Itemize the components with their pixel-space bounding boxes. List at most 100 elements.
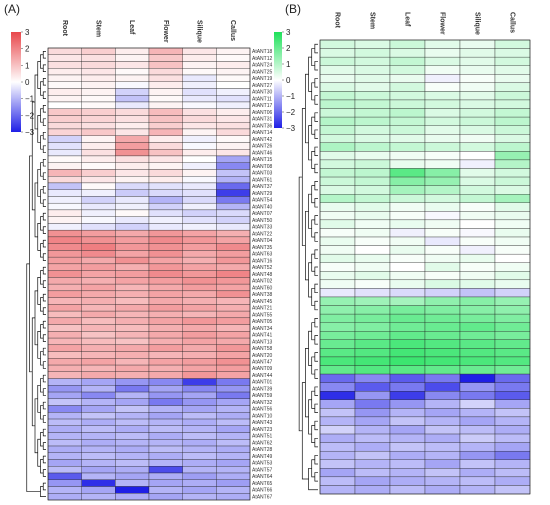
heatmap-a-cell — [148, 128, 183, 136]
heatmap-b-cell — [389, 296, 426, 306]
heatmap-a-cell — [182, 54, 217, 62]
heatmap-b-cell — [494, 408, 531, 418]
heatmap-a-cell — [216, 128, 251, 136]
heatmap-a-row-label: AtANT01 — [252, 380, 273, 386]
heatmap-a-cell — [148, 351, 183, 359]
heatmap-b-cell — [319, 159, 356, 169]
heatmap-a-cell — [148, 135, 183, 143]
heatmap-a-cell — [47, 459, 82, 467]
heatmap-b-cell — [424, 74, 461, 84]
heatmap-a-cell — [81, 398, 116, 406]
heatmap-a-row-label: AtANT66 — [252, 488, 273, 494]
heatmap-a-cell — [81, 290, 116, 298]
heatmap-b-dendrogram-branch — [314, 420, 318, 431]
heatmap-b-cell — [459, 279, 496, 289]
heatmap-a-cell — [148, 412, 183, 420]
heatmap-b-cell — [389, 82, 426, 92]
heatmap-b-cell — [494, 116, 531, 126]
heatmap-a-cell — [115, 223, 150, 231]
heatmap-a-row-label: AtANT60 — [252, 285, 273, 291]
heatmap-b-cell — [424, 194, 461, 203]
heatmap-a-column-label: Flower — [162, 20, 169, 43]
heatmap-a-cell — [47, 68, 82, 76]
heatmap-b-dendrogram-branch — [311, 151, 315, 169]
heatmap-a-cell — [182, 493, 217, 501]
heatmap-a-cell — [216, 182, 251, 190]
heatmap-a-dendrogram-branch — [37, 330, 41, 359]
heatmap-b-cell — [354, 305, 391, 315]
heatmap-a-cell — [148, 466, 183, 474]
heatmap-b-cell — [424, 91, 461, 101]
heatmap-b-cell — [389, 116, 426, 126]
heatmap-a-cell — [47, 74, 82, 82]
heatmap-a-cell — [148, 95, 183, 103]
heatmap-a-cell — [81, 101, 116, 109]
heatmap-a-cell — [115, 101, 150, 109]
heatmap-a-cell — [81, 243, 116, 251]
heatmap-b-cell — [494, 168, 531, 178]
heatmap-a-cell — [115, 418, 150, 426]
heatmap-a-row-label: AtANT36 — [252, 123, 273, 129]
heatmap-b-cell — [319, 433, 356, 443]
heatmap-a-row-label: AtANT23 — [252, 427, 273, 433]
heatmap-b-cell — [354, 459, 391, 469]
heatmap-b-cell — [354, 168, 391, 178]
heatmap-a-cell — [182, 358, 217, 366]
heatmap-b-cell — [354, 339, 391, 349]
heatmap-b-cell — [319, 194, 356, 203]
heatmap-b-cell — [354, 288, 391, 298]
heatmap-b-cell — [459, 48, 496, 58]
heatmap-a-cell — [81, 418, 116, 426]
heatmap-a-cell — [216, 391, 251, 399]
heatmap-a-cell — [115, 304, 150, 312]
heatmap-a-row-label: AtANT58 — [252, 346, 273, 352]
heatmap-a-cell — [182, 385, 217, 393]
heatmap-b-cell — [389, 348, 426, 358]
heatmap-b-dendrogram-branch — [308, 262, 312, 298]
heatmap-a-cell — [148, 472, 183, 480]
heatmap-b-cell — [494, 125, 531, 135]
heatmap-a-cell — [81, 61, 116, 69]
heatmap-a-cell — [216, 290, 251, 298]
heatmap-a-cell — [115, 263, 150, 271]
heatmap-b-cell — [354, 416, 391, 426]
heatmap-b-cell — [494, 39, 531, 49]
heatmap-a-cell — [81, 344, 116, 352]
heatmap-a-row-label: AtANT15 — [252, 157, 273, 163]
heatmap-b-cell — [424, 485, 461, 495]
heatmap-a-cell — [81, 108, 116, 116]
heatmap-a-cell — [216, 142, 251, 150]
heatmap-b-cell — [424, 331, 461, 340]
heatmap-a-cell — [81, 256, 116, 265]
heatmap-a-dendrogram-branch — [37, 223, 41, 251]
heatmap-a-cell — [81, 459, 116, 467]
heatmap-a-row-label: AtANT63 — [252, 252, 273, 258]
heatmap-a-cell — [148, 169, 183, 177]
heatmap-a-cell — [148, 405, 183, 413]
heatmap-b-legend-tick-label: 0 — [286, 76, 291, 85]
heatmap-a-cell — [148, 371, 183, 379]
heatmap-a-dendrogram-branch — [29, 155, 33, 373]
heatmap-a-cell — [47, 47, 82, 55]
heatmap-b-cell — [389, 65, 426, 75]
heatmap-panel-b: 3 2 1 0 −1 −2 −3 Root Stem Leaf Flower Silique Callu… — [274, 12, 531, 495]
heatmap-a-cell — [47, 61, 82, 69]
heatmap-b-cell — [424, 356, 461, 366]
heatmap-a-dendrogram-branch — [37, 61, 41, 89]
heatmap-b-cell — [389, 134, 426, 143]
heatmap-a-cell — [216, 398, 251, 406]
heatmap-b-dendrogram-branch — [305, 210, 309, 281]
heatmap-b-dendrogram-branch — [308, 56, 312, 92]
heatmap-b-cell — [389, 151, 426, 161]
heatmap-b-cell — [424, 322, 461, 332]
heatmap-a-cell — [216, 47, 251, 55]
heatmap-b-cell — [354, 399, 391, 409]
heatmap-a-cell — [47, 331, 82, 339]
heatmap-a-column-label: Leaf — [128, 20, 135, 35]
heatmap-a-dendrogram-branch — [42, 482, 46, 491]
heatmap-b-cell — [424, 373, 461, 383]
heatmap-b-cell — [459, 108, 496, 118]
heatmap-b-cell — [389, 425, 426, 435]
heatmap-a-cell — [182, 452, 217, 460]
heatmap-a-cell — [216, 54, 251, 62]
